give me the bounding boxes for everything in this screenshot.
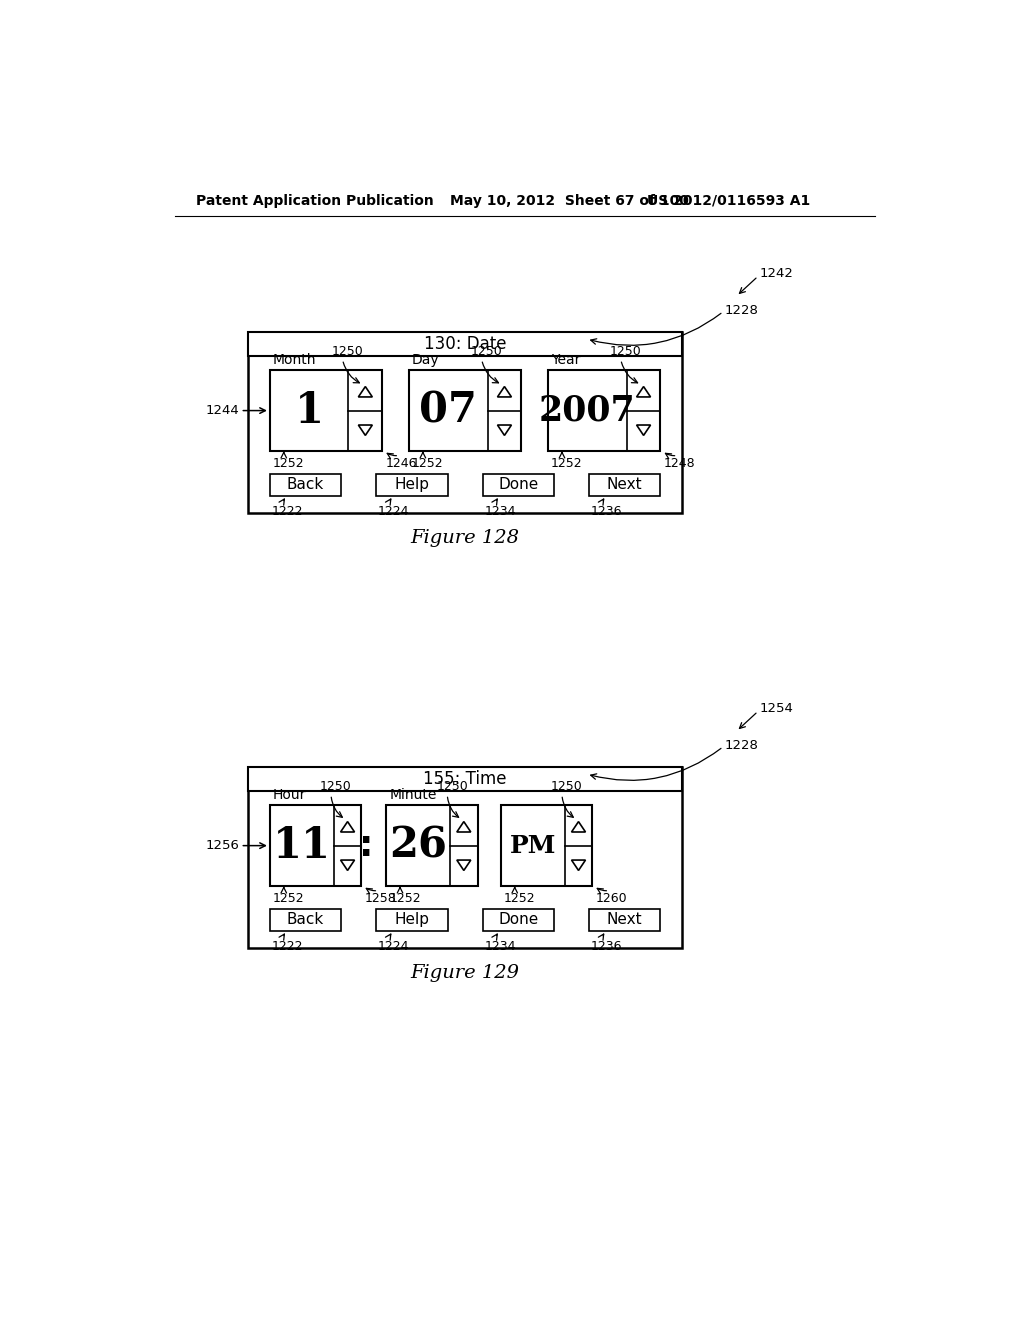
Text: 1222: 1222 — [271, 940, 303, 953]
Bar — [409, 370, 521, 451]
Text: Next: Next — [607, 912, 643, 928]
Text: 2007: 2007 — [539, 393, 636, 428]
Text: 1224: 1224 — [378, 506, 410, 517]
Text: 1: 1 — [295, 389, 324, 432]
Text: :: : — [358, 829, 373, 863]
Bar — [248, 331, 682, 356]
Text: May 10, 2012  Sheet 67 of 100: May 10, 2012 Sheet 67 of 100 — [450, 194, 688, 207]
Bar — [386, 805, 477, 886]
Text: 1250: 1250 — [471, 345, 503, 358]
Text: Month: Month — [273, 352, 316, 367]
Text: 26: 26 — [389, 825, 447, 867]
Text: Back: Back — [287, 478, 325, 492]
Text: US 2012/0116593 A1: US 2012/0116593 A1 — [647, 194, 811, 207]
Text: PM: PM — [510, 834, 556, 858]
Text: Help: Help — [394, 478, 429, 492]
Bar — [248, 767, 682, 792]
Text: 1222: 1222 — [271, 506, 303, 517]
Text: 1252: 1252 — [389, 892, 421, 906]
Text: 1250: 1250 — [551, 780, 583, 793]
Text: 1250: 1250 — [332, 345, 364, 358]
Text: 1252: 1252 — [273, 457, 304, 470]
Bar — [589, 474, 660, 496]
Text: 1234: 1234 — [484, 940, 516, 953]
Text: Help: Help — [394, 912, 429, 928]
Text: 1254: 1254 — [760, 702, 794, 715]
Text: 1224: 1224 — [378, 940, 410, 953]
Bar — [376, 474, 447, 496]
Text: 1260: 1260 — [595, 892, 627, 906]
Text: 1252: 1252 — [273, 892, 304, 906]
Text: 1246: 1246 — [385, 457, 417, 470]
Text: 1250: 1250 — [610, 345, 642, 358]
Text: 155: Time: 155: Time — [423, 770, 507, 788]
Text: Patent Application Publication: Patent Application Publication — [197, 194, 434, 207]
Text: 07: 07 — [420, 389, 477, 432]
Text: 1252: 1252 — [551, 457, 583, 470]
Bar — [482, 909, 554, 931]
Bar — [270, 474, 341, 496]
Text: Minute: Minute — [389, 788, 436, 803]
Text: 1234: 1234 — [484, 506, 516, 517]
Text: 1228: 1228 — [725, 739, 759, 751]
Text: Figure 128: Figure 128 — [411, 529, 519, 546]
Bar — [376, 909, 447, 931]
Bar — [482, 474, 554, 496]
Text: 11: 11 — [272, 825, 331, 867]
Text: Next: Next — [607, 478, 643, 492]
Text: Done: Done — [499, 912, 539, 928]
Text: 1248: 1248 — [664, 457, 695, 470]
Text: 1256: 1256 — [206, 840, 240, 853]
Bar — [501, 805, 592, 886]
Bar — [270, 370, 382, 451]
Bar — [270, 805, 361, 886]
Text: 1242: 1242 — [760, 268, 794, 280]
Text: Year: Year — [551, 352, 581, 367]
Text: Day: Day — [412, 352, 439, 367]
Text: 1250: 1250 — [321, 780, 352, 793]
Text: Back: Back — [287, 912, 325, 928]
Bar — [248, 331, 682, 512]
Text: 1236: 1236 — [591, 940, 623, 953]
Text: 1236: 1236 — [591, 506, 623, 517]
Text: 1244: 1244 — [206, 404, 240, 417]
Bar — [589, 909, 660, 931]
Text: Figure 129: Figure 129 — [411, 964, 519, 982]
Text: 1258: 1258 — [365, 892, 396, 906]
Text: 1228: 1228 — [725, 304, 759, 317]
Text: 1252: 1252 — [504, 892, 536, 906]
Text: Hour: Hour — [273, 788, 306, 803]
Bar — [248, 767, 682, 948]
Text: 1250: 1250 — [436, 780, 468, 793]
Bar — [270, 909, 341, 931]
Text: 1252: 1252 — [412, 457, 443, 470]
Text: Done: Done — [499, 478, 539, 492]
Bar — [548, 370, 660, 451]
Text: 130: Date: 130: Date — [424, 335, 507, 352]
